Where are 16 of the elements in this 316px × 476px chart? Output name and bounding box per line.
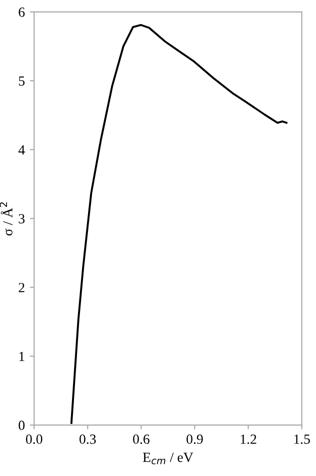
y-tick-label: 4 [18, 145, 25, 154]
y-axis-title: σ / Å$^{2}$ [0, 202, 12, 236]
x-axis-title: E$_{cm}$ / eV [142, 452, 194, 464]
x-tick-label: 1.5 [294, 434, 310, 444]
x-tick-label: 0.0 [26, 434, 42, 444]
x-tick-label: 1.2 [240, 434, 256, 444]
x-tick-label: 0.6 [133, 434, 150, 444]
y-tick-label: 2 [18, 282, 24, 292]
y-tick-label: 6 [18, 8, 25, 17]
y-tick-label: 3 [18, 214, 25, 224]
y-tick-label: 5 [18, 76, 25, 86]
y-tick-label: 1 [19, 352, 24, 362]
x-tick-label: 0.9 [186, 434, 203, 444]
y-tick-label: 0 [18, 420, 25, 430]
line-series [70, 24, 288, 424]
x-tick-label: 0.3 [80, 434, 96, 444]
